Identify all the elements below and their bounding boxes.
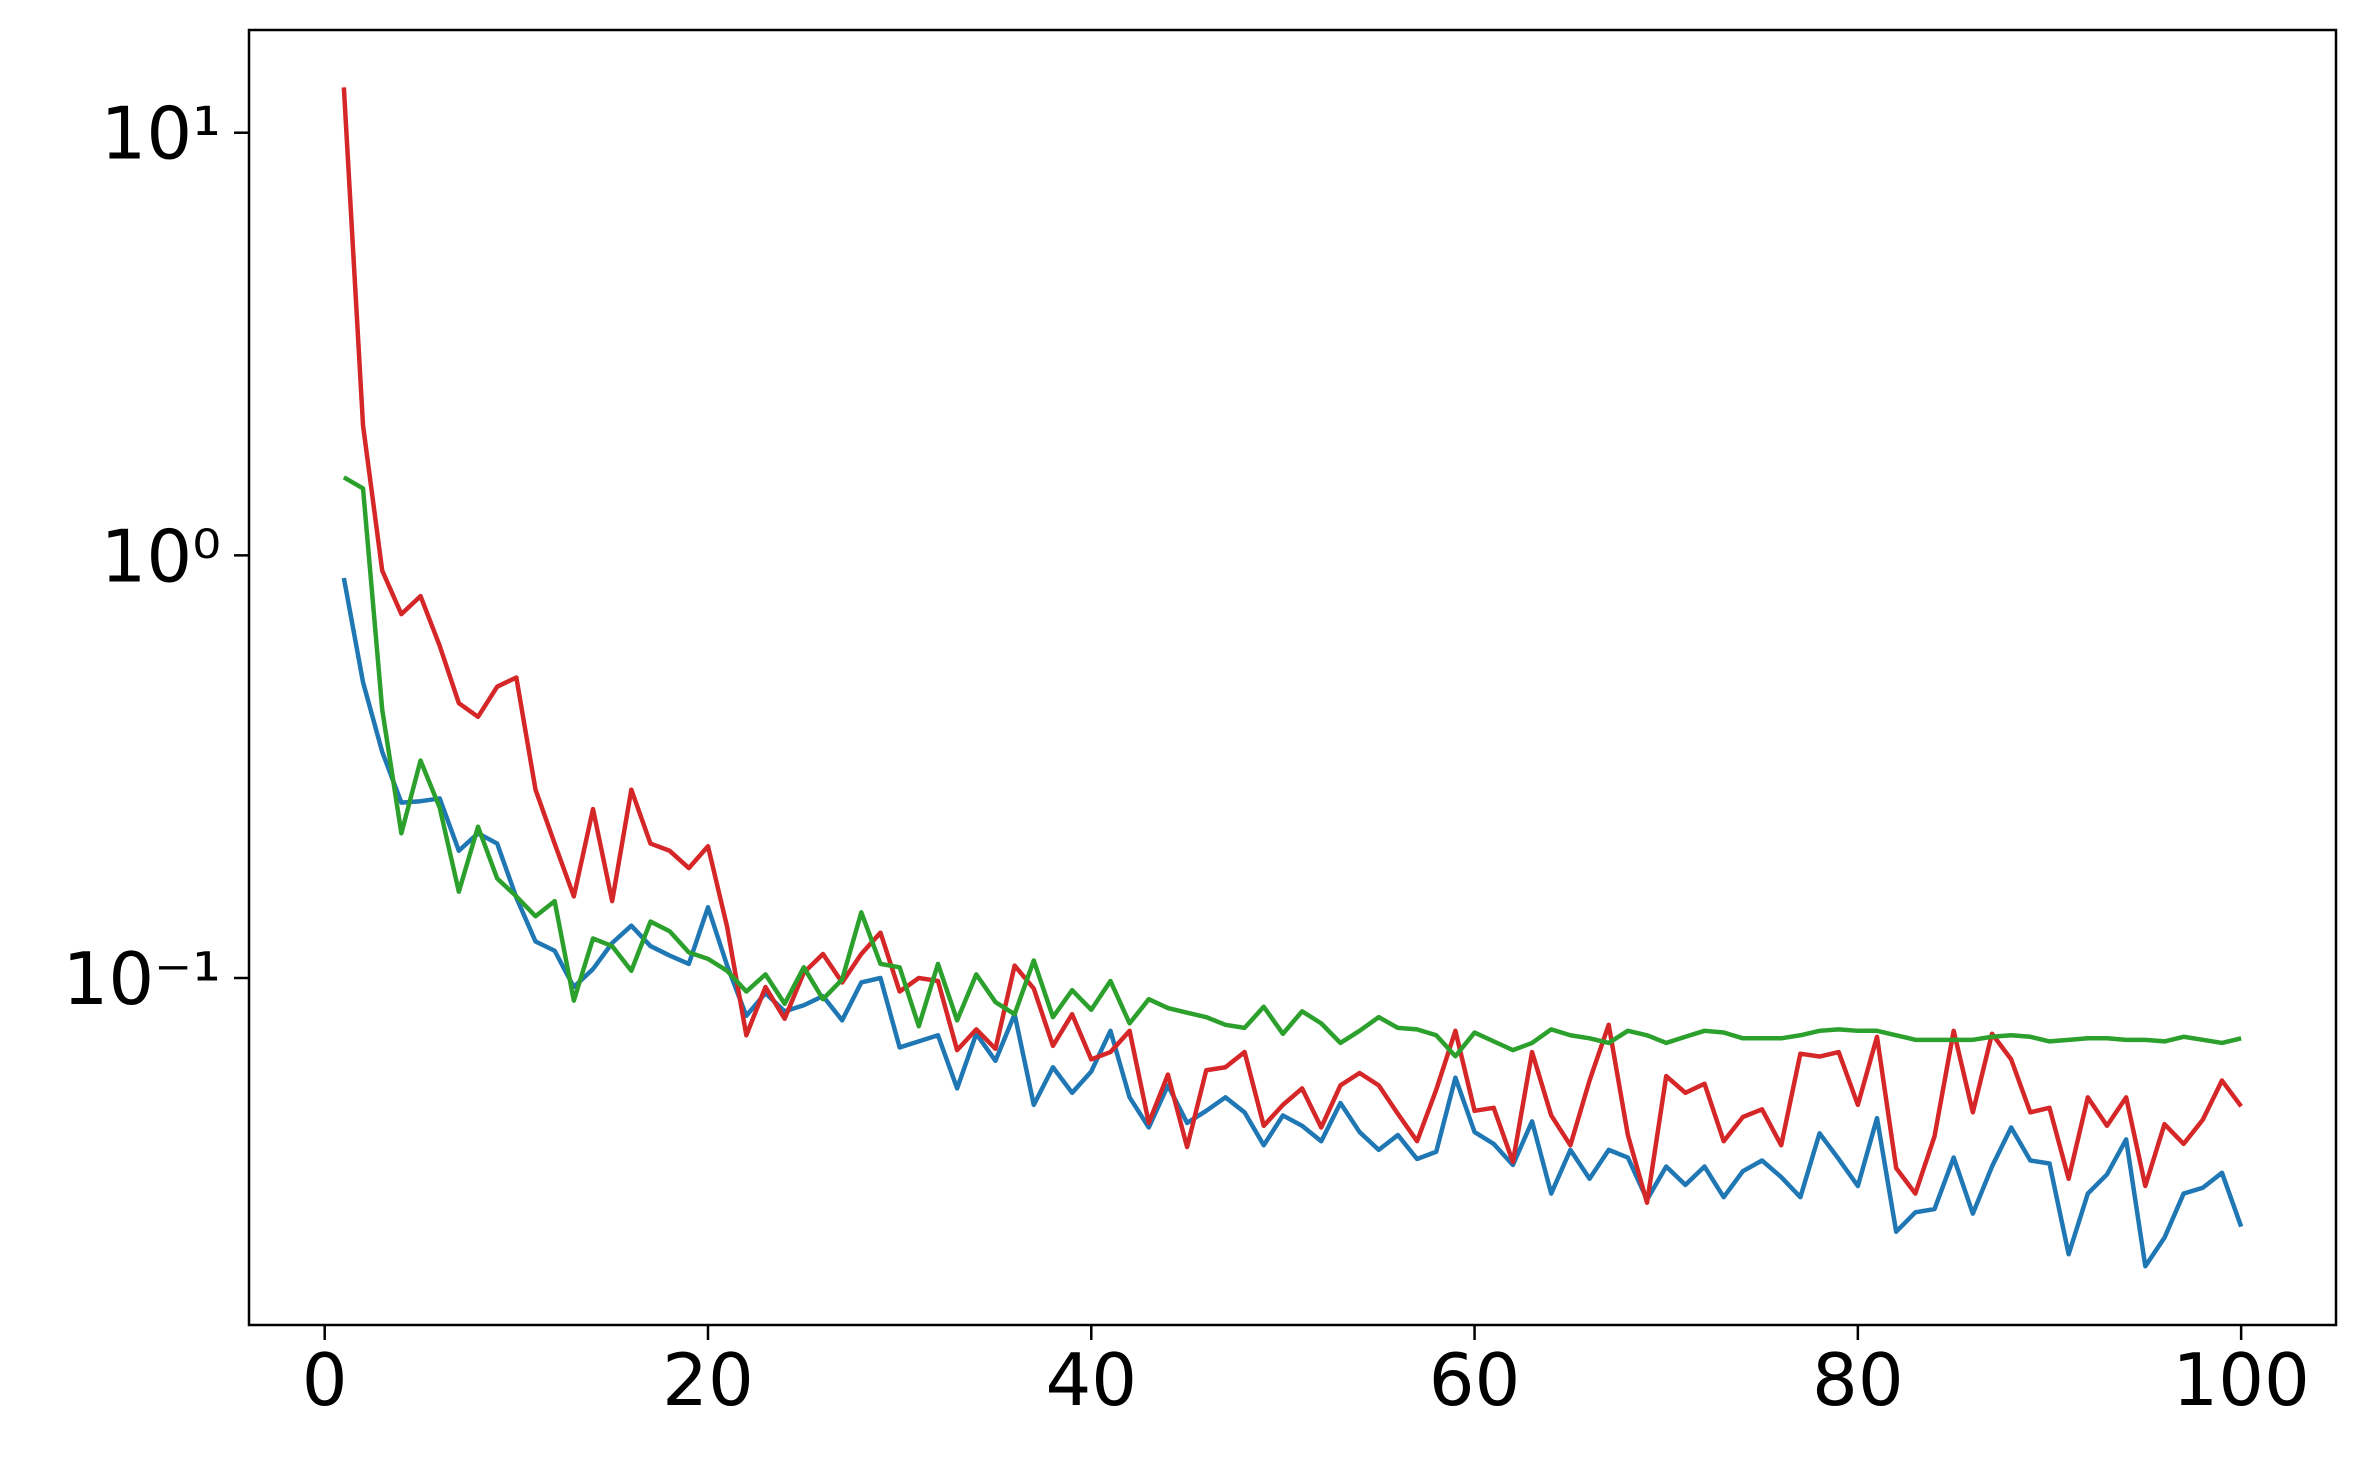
series-line <box>342 475 2242 1059</box>
series-line <box>341 87 2243 1205</box>
y-tick-label: 10⁰ <box>101 514 221 598</box>
x-tick-label: 100 <box>2172 1338 2309 1422</box>
plot-area <box>341 87 2244 1269</box>
x-tick-label: 60 <box>1429 1338 1521 1422</box>
x-tick-label: 80 <box>1812 1338 1904 1422</box>
series-line <box>341 577 2244 1269</box>
x-tick-label: 20 <box>662 1338 754 1422</box>
y-tick-label: 10⁻¹ <box>63 937 221 1021</box>
x-tick-label: 40 <box>1045 1338 1137 1422</box>
axes-frame <box>247 28 2338 1327</box>
x-tick-label: 0 <box>302 1338 348 1422</box>
y-tick-label: 10¹ <box>101 92 221 176</box>
